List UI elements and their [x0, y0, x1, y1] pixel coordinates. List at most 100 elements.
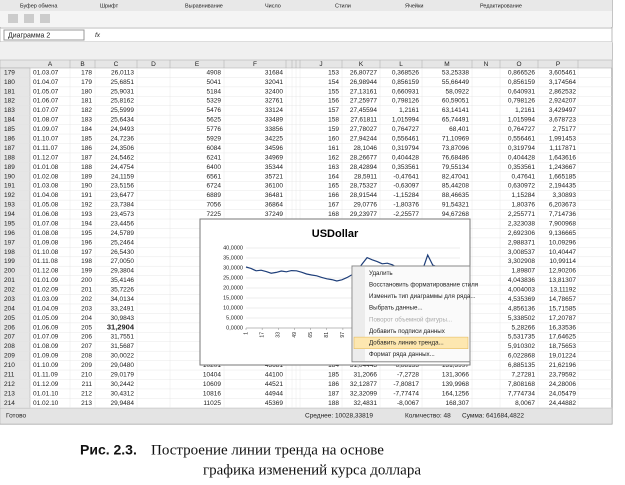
cell: 43681 — [265, 362, 283, 369]
cell: 01.09.07 — [33, 126, 59, 133]
menu-item[interactable]: Восстановить форматирование стиля — [369, 282, 478, 289]
cell: 0,404428 — [392, 154, 419, 161]
row-number: 206 — [4, 324, 15, 331]
cell: 5476 — [207, 107, 222, 114]
cell: 94,67268 — [442, 211, 469, 218]
cell: 27,25977 — [350, 98, 377, 105]
cell: 27,94244 — [350, 135, 377, 142]
cell: 33124 — [265, 107, 283, 114]
cell: 33,2491 — [111, 305, 135, 312]
row-number: 179 — [4, 69, 15, 76]
icon[interactable] — [40, 14, 50, 23]
cell: 160 — [328, 135, 339, 142]
cell: 166 — [328, 192, 339, 199]
column-header: N — [484, 61, 489, 68]
status-count: Количество: 48 — [405, 413, 451, 420]
column-header: O — [516, 61, 521, 68]
cell: 3,429497 — [549, 107, 576, 114]
cell: -7,2728 — [397, 371, 419, 378]
row-number: 205 — [4, 315, 15, 322]
status-ready: Готово — [6, 413, 26, 420]
cell: 17,64625 — [549, 334, 576, 341]
y-tick-label: 35,0000 — [223, 255, 243, 261]
formula-bar — [0, 27, 613, 43]
cell: 0,556461 — [508, 135, 535, 142]
cell: 3,678723 — [549, 117, 576, 124]
name-box[interactable] — [3, 29, 85, 41]
cell: 71,10969 — [442, 135, 469, 142]
menu-item[interactable]: Удалить — [369, 270, 393, 277]
cell: 0,47641 — [512, 173, 536, 180]
cell: 5,338502 — [508, 315, 535, 322]
cell: 79,55134 — [442, 164, 469, 171]
y-tick-label: 30,0000 — [223, 265, 243, 271]
cell: 01.01.09 — [33, 277, 59, 284]
cell: 0,319794 — [508, 145, 535, 152]
cell: 4,535369 — [508, 296, 535, 303]
ribbon-group: Выравнивание — [185, 3, 223, 9]
icon[interactable] — [24, 14, 34, 23]
cell: 29,23977 — [350, 211, 377, 218]
cell: 0,640931 — [508, 88, 535, 95]
cell: 7,27281 — [512, 371, 536, 378]
cell: 154 — [328, 79, 339, 86]
cell: 27,61811 — [350, 117, 377, 124]
cell: 29,0776 — [354, 202, 378, 209]
row-number: 190 — [4, 173, 15, 180]
cell: 2,323038 — [508, 220, 535, 227]
cell: 01.09.08 — [33, 239, 59, 246]
cell: 13,11192 — [550, 287, 577, 294]
cell: 01.07.09 — [33, 334, 59, 341]
cell: 24,1159 — [111, 173, 134, 180]
menu-item[interactable]: Формат ряда данных... — [369, 351, 435, 358]
cell: 19,01224 — [549, 353, 576, 360]
cell: 35344 — [265, 164, 283, 171]
cell: 28,5911 — [354, 173, 377, 180]
cell: 7225 — [207, 211, 222, 218]
cell: 1,89807 — [512, 268, 536, 275]
cell: -1,15284 — [393, 192, 419, 199]
cell: 35,7226 — [111, 287, 135, 294]
cell: 178 — [81, 69, 92, 76]
menu-item[interactable]: Изменить тип диаграммы для ряда... — [369, 293, 476, 300]
cell: 45369 — [265, 400, 283, 407]
cell: 6,885135 — [508, 362, 535, 369]
menu-item[interactable]: Выбрать данные... — [369, 305, 423, 312]
cell: 01.02.10 — [33, 400, 59, 407]
cell: 55,66449 — [442, 79, 469, 86]
cell: 31,2066 — [354, 371, 378, 378]
cell: 32,4831 — [354, 400, 378, 407]
cell: 5041 — [207, 79, 222, 86]
menu-item[interactable]: Добавить подписи данных — [369, 328, 446, 335]
row-number: 197 — [4, 239, 15, 246]
cell: 17,20787 — [549, 315, 576, 322]
cell: 139,9968 — [442, 381, 469, 388]
icon[interactable] — [8, 14, 18, 23]
cell: 25,6434 — [111, 117, 135, 124]
cell: 1,117871 — [549, 145, 576, 152]
cell: 16,33536 — [549, 324, 576, 331]
ribbon-group: Ячейки — [405, 2, 423, 9]
cell: 0,319794 — [392, 145, 419, 152]
cell: 29,3804 — [111, 268, 135, 275]
cell: 208 — [81, 353, 92, 360]
cell: 10816 — [203, 390, 221, 397]
cell: 10,40447 — [549, 249, 576, 256]
status-sum: Сумма: 641684,4822 — [462, 413, 524, 420]
cell: 01.11.07 — [33, 145, 58, 152]
cell: -2,25577 — [393, 211, 419, 218]
cell: 0,856159 — [508, 79, 535, 86]
cell: 168,307 — [446, 400, 470, 407]
ribbon-group: Стили — [335, 3, 351, 9]
column-header: L — [399, 61, 403, 68]
cell: 65,74491 — [442, 117, 469, 124]
cell: 01.03.09 — [33, 296, 59, 303]
cell: 01.03.08 — [33, 183, 59, 190]
cell: 44521 — [265, 381, 283, 388]
cell: 196 — [81, 239, 92, 246]
menu-item[interactable]: Добавить линию тренда... — [369, 340, 444, 347]
cell: 25,2464 — [111, 239, 135, 246]
cell: 27,45594 — [350, 107, 377, 114]
ribbon-group: Шрифт — [100, 3, 119, 9]
cell: 3,008537 — [508, 249, 535, 256]
